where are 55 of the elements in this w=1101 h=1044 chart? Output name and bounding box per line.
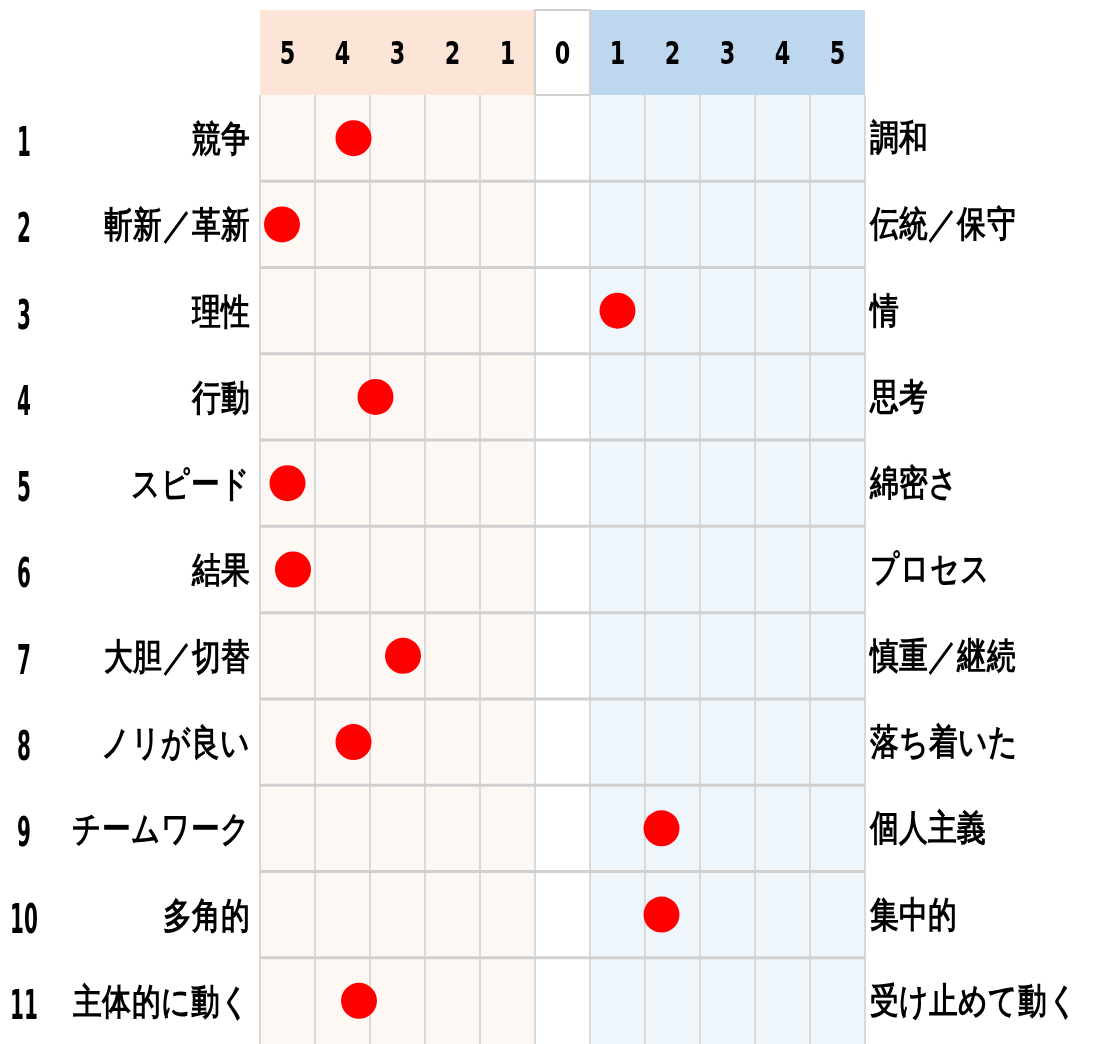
point: [275, 551, 311, 588]
text: 4: [17, 378, 31, 424]
point: [335, 724, 372, 761]
text: 11: [10, 982, 38, 1028]
point: [599, 292, 636, 329]
x-tick-label: 3: [719, 34, 736, 73]
text: 1: [17, 119, 31, 165]
text: 3: [17, 292, 31, 338]
x-tick-label: 2: [444, 34, 461, 73]
x-tick-label: 1: [609, 34, 626, 73]
y-tick-label: 行動: [190, 376, 250, 419]
y-tick-label: 多角的: [162, 894, 250, 937]
point: [341, 982, 377, 1019]
x-tick-label: 5: [279, 34, 296, 73]
y2-tick-label: 情: [868, 289, 900, 332]
text: 8: [17, 723, 31, 769]
y-tick-label: 結果: [190, 549, 250, 592]
y2-tick-label: 受け止めて動く: [870, 979, 1078, 1022]
text: 7: [17, 637, 31, 683]
y2-tick-label: 慎重／継続: [868, 634, 1016, 677]
y2-tick-label: 個人主義: [869, 807, 987, 850]
y2-tick-label: 落ち着いた: [869, 720, 1019, 763]
y-tick-label: 競争: [190, 118, 250, 160]
point: [335, 120, 372, 157]
y-tick-label: 斬新／革新: [104, 204, 250, 247]
y-tick-label: チームワーク: [71, 808, 250, 851]
x-tick-label: 2: [664, 34, 681, 73]
y2-tick-label: プロセス: [870, 548, 991, 591]
x-tick-label: 4: [774, 34, 791, 73]
x-tick-label: 3: [389, 34, 406, 73]
y-tick-label: 主体的に動く: [72, 980, 250, 1023]
point: [269, 465, 306, 502]
point: [357, 378, 394, 415]
x-tick-label: 1: [499, 34, 516, 73]
y-tick-label: 理性: [190, 290, 250, 333]
text: 9: [17, 809, 31, 856]
y2-tick-label: 調和: [870, 117, 929, 159]
point: [643, 896, 680, 933]
text: 2: [17, 205, 31, 252]
x-tick-label: 0: [554, 34, 571, 73]
x-tick-label: 5: [829, 34, 846, 73]
y-tick-label: スピード: [130, 463, 250, 506]
x-tick-label: 4: [334, 34, 351, 73]
text: 6: [17, 550, 31, 597]
y2-tick-label: 伝統／保守: [868, 203, 1016, 246]
y2-tick-label: 集中的: [869, 893, 958, 936]
point: [264, 206, 300, 243]
text: 5: [17, 464, 31, 511]
y-tick-label: ノリが良い: [100, 721, 250, 764]
y2-tick-label: 思考: [869, 375, 929, 418]
point: [385, 637, 421, 674]
y-tick-label: 大胆／切替: [104, 635, 250, 678]
text: 10: [10, 895, 38, 942]
point: [643, 810, 680, 847]
y2-tick-label: 綿密さ: [869, 462, 959, 505]
